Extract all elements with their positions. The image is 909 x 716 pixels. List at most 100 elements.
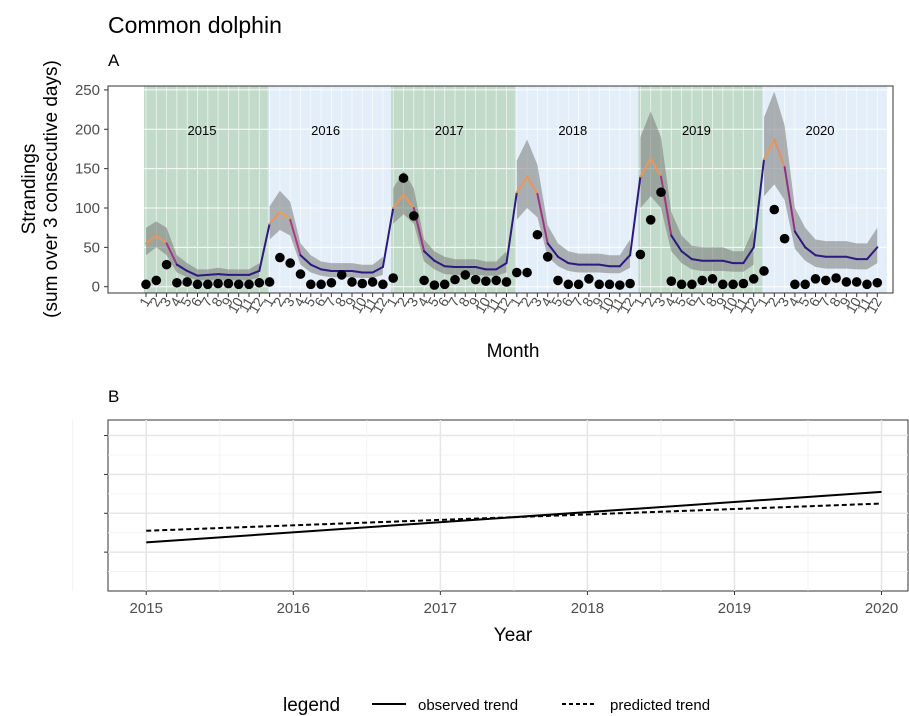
observed-point: [367, 277, 378, 287]
x-tick-label: 2018: [571, 600, 604, 617]
predicted-line-segment: [660, 175, 673, 237]
x-tick-label: 11: [730, 294, 751, 315]
observed-point: [223, 278, 234, 289]
predicted-line-segment: [433, 259, 446, 268]
predicted-line-segment: [536, 192, 549, 245]
panel-a-y-axis-title-line1: Strandings: [19, 144, 40, 235]
observed-point: [182, 277, 192, 287]
predicted-line-segment: [763, 138, 776, 161]
observed-point: [409, 211, 419, 221]
observed-point: [800, 279, 810, 290]
panel-a-plot-frame: [107, 85, 894, 294]
observed-point: [687, 279, 697, 290]
y-tick-label: 150: [75, 161, 100, 178]
predicted-line-segment: [145, 234, 158, 245]
panel-b-chart: 2015 2016 2017 2018 2019 2020 Year: [72, 419, 909, 646]
predicted-line-segment: [546, 242, 559, 258]
observed-point: [347, 277, 357, 287]
observed-point: [450, 274, 460, 285]
observed-point: [779, 233, 790, 244]
predicted-line-segment: [670, 234, 683, 253]
observed-point: [563, 279, 574, 290]
predicted-line-segment: [278, 210, 292, 221]
observed-point: [625, 278, 635, 289]
panel-a-tag: A: [108, 51, 120, 70]
x-tick-label: 11: [359, 294, 380, 315]
panel-a-chart: 2015 2016 2017 2018 2019 2020 0 50 100 150 200 250…: [19, 60, 894, 362]
predicted-line-segment: [268, 210, 281, 225]
observed-point: [553, 275, 563, 286]
observed-trend-line: [146, 490, 882, 544]
ci-ribbon-2017: [393, 171, 507, 276]
panel-a-y-axis: 0 50 100 150 200 250: [75, 82, 108, 296]
observed-point: [316, 279, 326, 290]
observed-point: [645, 215, 656, 225]
x-tick-label: 10: [472, 294, 494, 316]
panel-a-y-axis-title-line2: (sum over 3 consecutive days): [41, 60, 62, 318]
observed-point: [192, 279, 203, 290]
predicted-line-segment: [289, 218, 302, 257]
observed-point: [357, 278, 368, 289]
observed-point: [295, 269, 306, 279]
predicted-line-segment: [793, 230, 807, 249]
panel-b-gridlines: [72, 420, 908, 591]
x-tick-label: 2017: [424, 600, 457, 617]
legend-observed-label: observed trend: [418, 697, 518, 714]
observed-point: [769, 204, 780, 215]
observed-point: [594, 279, 604, 290]
predicted-line-segment: [598, 263, 611, 268]
x-tick-label: 11: [853, 294, 874, 315]
predicted-line: [145, 138, 879, 277]
figure-title: Common dolphin: [108, 12, 282, 38]
predicted-line-segment: [567, 262, 580, 266]
predicted-line-segment: [845, 255, 858, 261]
observed-point: [666, 276, 677, 286]
predicted-line-segment: [165, 242, 178, 266]
panel-a-x-axis-title: Month: [487, 341, 540, 362]
predicted-line-segment: [752, 158, 765, 249]
predicted-line-segment: [443, 265, 456, 269]
predicted-line-segment: [773, 138, 786, 169]
predicted-line-segment: [320, 268, 333, 272]
year-label-2019: 2019: [682, 123, 711, 138]
predicted-line-segment: [351, 269, 364, 274]
observed-point: [275, 252, 285, 263]
predicted-line-segment: [155, 234, 168, 245]
predicted-line-segment: [783, 166, 796, 233]
predicted-line-segment: [629, 175, 642, 257]
x-tick-label: 2019: [718, 600, 751, 617]
y-tick-label: 0: [92, 279, 100, 296]
observed-point: [151, 275, 162, 286]
observed-point: [738, 278, 749, 289]
predicted-line-segment: [371, 266, 384, 274]
legend-title: legend: [283, 695, 340, 716]
observed-point: [707, 274, 718, 284]
y-tick-label: 250: [75, 82, 100, 99]
x-tick-label: 12: [492, 294, 514, 316]
x-tick-label: 10: [348, 294, 370, 316]
observed-point: [728, 279, 738, 290]
observed-point: [141, 279, 151, 290]
observed-point: [172, 277, 182, 288]
x-tick-label: 12: [740, 294, 762, 316]
predicted-line-segment: [206, 273, 220, 276]
observed-point: [862, 279, 872, 290]
panel-a-x-axis: 1234567891011121234567891011121234567891…: [136, 293, 885, 316]
predicted-line-segment: [423, 250, 436, 262]
predicted-line-segment: [557, 255, 570, 265]
legend: legend observed trend predicted trend: [283, 695, 710, 716]
x-tick-label: 2015: [130, 600, 163, 617]
observed-points: [141, 173, 883, 290]
predicted-line-segment: [186, 269, 199, 277]
observed-point: [285, 258, 296, 268]
predicted-line-segment: [381, 206, 395, 269]
observed-point: [419, 275, 429, 286]
observed-point: [759, 266, 769, 276]
observed-point: [378, 279, 388, 290]
observed-point: [542, 251, 553, 262]
predicted-line-segment: [639, 157, 652, 178]
observed-point: [532, 229, 543, 240]
observed-point: [522, 267, 532, 278]
ci-ribbon-2015: [146, 221, 260, 281]
